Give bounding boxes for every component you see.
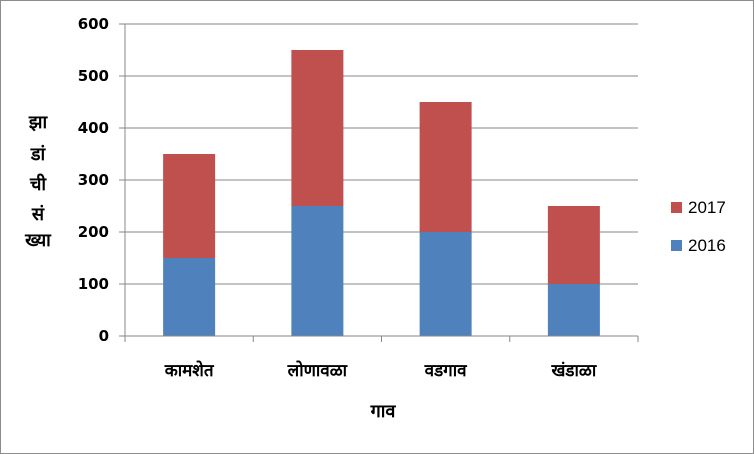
axes [119,23,639,342]
y-axis-title-line: डां [30,144,47,165]
bar-2016-4 [547,284,600,336]
x-category-labels: कामशेत लोणावळा वडगाव खंडाळा [164,360,597,381]
legend-swatch-2016 [671,240,682,251]
bar-2017-1 [163,154,216,258]
x-category-label: लोणावळा [287,360,348,381]
y-tick-labels: 0 100 200 300 400 500 600 [78,15,109,345]
y-axis-title-line: सं [31,204,45,225]
y-axis-title: झा डां ची सं ख्या [24,112,52,251]
y-axis-title-line: ख्या [24,230,52,251]
y-tick-label: 0 [99,327,109,345]
x-axis-title: गाव [370,401,397,422]
x-category-label: वडगाव [424,361,469,381]
x-category-label: कामशेत [164,360,215,381]
y-tick-label: 300 [78,171,109,189]
bar-2017-2 [291,50,344,206]
bar-2016-1 [163,258,216,336]
bar-2017-4 [547,206,600,284]
bar-2017-3 [419,102,472,232]
legend-label: 2016 [688,236,726,255]
y-tick-label: 400 [78,119,109,137]
legend-swatch-2017 [671,202,682,213]
y-axis-title-line: ची [29,173,47,195]
bar-2016-2 [291,206,344,336]
y-axis-title-line: झा [28,112,49,133]
y-tick-label: 100 [78,275,109,293]
legend-label: 2017 [688,198,726,217]
y-tick-label: 200 [78,223,109,241]
bars [163,50,600,336]
y-tick-label: 500 [78,67,109,85]
y-tick-label: 600 [78,15,109,33]
bar-2016-3 [419,232,472,336]
legend: 2017 2016 [671,198,726,255]
x-category-label: खंडाळा [551,361,597,381]
